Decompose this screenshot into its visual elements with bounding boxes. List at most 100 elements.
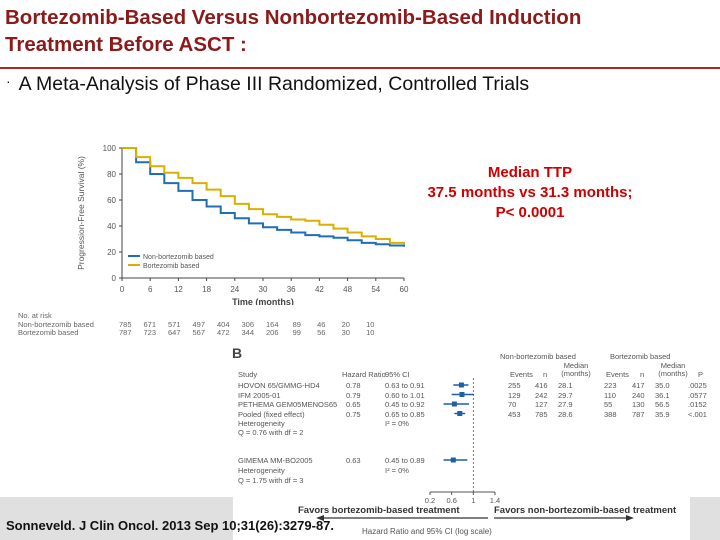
heterogeneity-i2: I² = 0%: [385, 419, 409, 428]
n: 417: [632, 381, 645, 390]
study-name: HOVON 65/GMMG-HD4: [238, 381, 320, 390]
at-risk-table: No. at risk Non-bortezomib based 785 671…: [18, 311, 383, 338]
at-risk-value: 10: [366, 319, 375, 329]
km-x-tick-label: 6: [148, 285, 153, 294]
n: 240: [632, 390, 645, 400]
confidence-interval: 0.65 to 0.85: [385, 409, 425, 419]
favors-right: Favors non-bortezomib-based treatment: [494, 505, 677, 516]
at-risk-value: 46: [317, 319, 326, 329]
confidence-interval: 0.63 to 0.91: [385, 381, 425, 390]
events: 255: [508, 381, 521, 390]
median: 35.0: [655, 381, 670, 390]
km-x-tick-label: 36: [287, 285, 296, 294]
at-risk-label: Non-bortezomib based: [18, 319, 94, 329]
group-header-nonbortezomib: Non-bortezomib based: [500, 352, 576, 361]
n: 127: [535, 400, 548, 409]
at-risk-value: 164: [265, 319, 279, 329]
km-y-tick-label: 0: [112, 274, 117, 283]
slide-title: Bortezomib-Based Versus Nonbortezomib-Ba…: [5, 4, 705, 58]
km-x-axis-label: Time (months): [232, 297, 294, 305]
right-band: [690, 497, 720, 540]
hazard-ratio: 0.75: [346, 409, 361, 419]
hazard-ratio: 0.79: [346, 390, 361, 400]
events: 55: [604, 400, 613, 409]
forest-point: [451, 401, 457, 407]
events: 388: [604, 409, 617, 419]
p-value: .0025: [688, 381, 707, 390]
heterogeneity-i2: I² = 0%: [385, 466, 409, 475]
forest-x-tick-label: 1.4: [490, 496, 500, 505]
forest-point: [458, 382, 464, 388]
heterogeneity-q: Q = 0.76 with df = 2: [238, 428, 304, 437]
hazard-ratio: 0.63: [346, 456, 361, 465]
km-x-tick-label: 48: [343, 285, 352, 294]
median: 56.5: [655, 400, 670, 409]
p-value: .0577: [688, 390, 707, 400]
favors-left-arrowhead: [316, 515, 324, 521]
km-chart: 0 20 40 60 80 100 0 6 12 18 24 30 36 42 48 54 60 Time (mo…: [76, 144, 409, 305]
col-header-study: Study: [238, 370, 258, 379]
favors-right-arrowhead: [626, 515, 634, 521]
at-risk-value: 56: [317, 328, 326, 337]
n: 787: [632, 409, 645, 419]
table-row: Q = 0.76 with df = 2: [238, 428, 720, 437]
median-line-2: 37.5 months vs 31.3 months;: [427, 184, 633, 201]
n: 130: [632, 400, 645, 409]
hazard-ratio: 0.65: [346, 400, 361, 409]
study-name: PETHEMA GEM05MENOS65: [238, 400, 338, 409]
at-risk-value: 30: [341, 328, 350, 337]
at-risk-value: 647: [167, 328, 181, 337]
col-header-median: Median (months): [561, 361, 591, 378]
events: 70: [508, 400, 517, 409]
table-row: Pooled (fixed effect) 0.75 0.65 to 0.85 …: [238, 410, 720, 419]
at-risk-value: 89: [292, 319, 301, 329]
km-y-tick-label: 20: [107, 248, 116, 257]
km-y-tick-label: 80: [107, 170, 116, 179]
km-y-tick-label: 40: [107, 222, 116, 231]
forest-point: [457, 411, 463, 416]
at-risk-value: 20: [341, 319, 350, 329]
hazard-ratio: 0.78: [346, 381, 361, 390]
confidence-interval: 0.45 to 0.92: [385, 400, 425, 409]
p-value: <.001: [688, 409, 707, 419]
km-y-axis-label: Progression-Free Survival (%): [76, 156, 86, 270]
confidence-interval: 0.60 to 1.01: [385, 390, 425, 400]
n: 416: [535, 381, 548, 390]
events: 223: [604, 381, 617, 390]
forest-x-tick-label: 0.6: [446, 496, 456, 505]
forest-x-tick-label: 1: [471, 496, 475, 505]
panel-b-label: B: [232, 345, 243, 361]
median: 27.9: [558, 400, 573, 409]
km-series-bortezomib: [122, 147, 405, 245]
median: 36.1: [655, 390, 670, 400]
table-row: IFM 2005-01 0.79 0.60 to 1.01 129 242 29…: [238, 391, 720, 400]
subtitle-text: A Meta-Analysis of Phase III Randomized,…: [18, 73, 530, 95]
col-header-events: Events: [510, 370, 533, 379]
events: 129: [508, 390, 521, 400]
at-risk-label: Bortezomib based: [18, 328, 79, 337]
km-x-tick-label: 60: [400, 285, 409, 294]
study-name: Pooled (fixed effect): [238, 409, 305, 419]
median: 29.7: [558, 390, 573, 400]
table-row: HOVON 65/GMMG-HD4 0.78 0.63 to 0.91 255 …: [238, 381, 720, 390]
slide-subtitle: · A Meta-Analysis of Phase III Randomized…: [6, 73, 529, 96]
p-value: .0152: [688, 400, 707, 409]
median: 35.9: [655, 409, 670, 419]
favors-left: Favors bortezomib-based treatment: [298, 505, 460, 516]
km-x-tick-label: 18: [202, 285, 211, 294]
legend-label: Non-bortezomib based: [143, 254, 214, 261]
km-x-tick-label: 30: [259, 285, 268, 294]
forest-x-label: Hazard Ratio and 95% CI (log scale): [362, 527, 492, 536]
confidence-interval: 0.45 to 0.89: [385, 456, 425, 465]
study-name: IFM 2005-01: [238, 390, 281, 400]
at-risk-value: 785: [118, 319, 132, 329]
n: 785: [535, 409, 548, 419]
km-x-tick-label: 54: [371, 285, 380, 294]
citation: Sonneveld. J Clin Oncol. 2013 Sep 10;31(…: [6, 518, 335, 533]
table-row: PETHEMA GEM05MENOS65 0.65 0.45 to 0.92 7…: [238, 400, 720, 409]
col-header-events: Events: [606, 370, 629, 379]
km-x-tick-label: 0: [120, 285, 125, 294]
title-divider: [0, 67, 720, 69]
km-x-tick-label: 24: [230, 285, 239, 294]
